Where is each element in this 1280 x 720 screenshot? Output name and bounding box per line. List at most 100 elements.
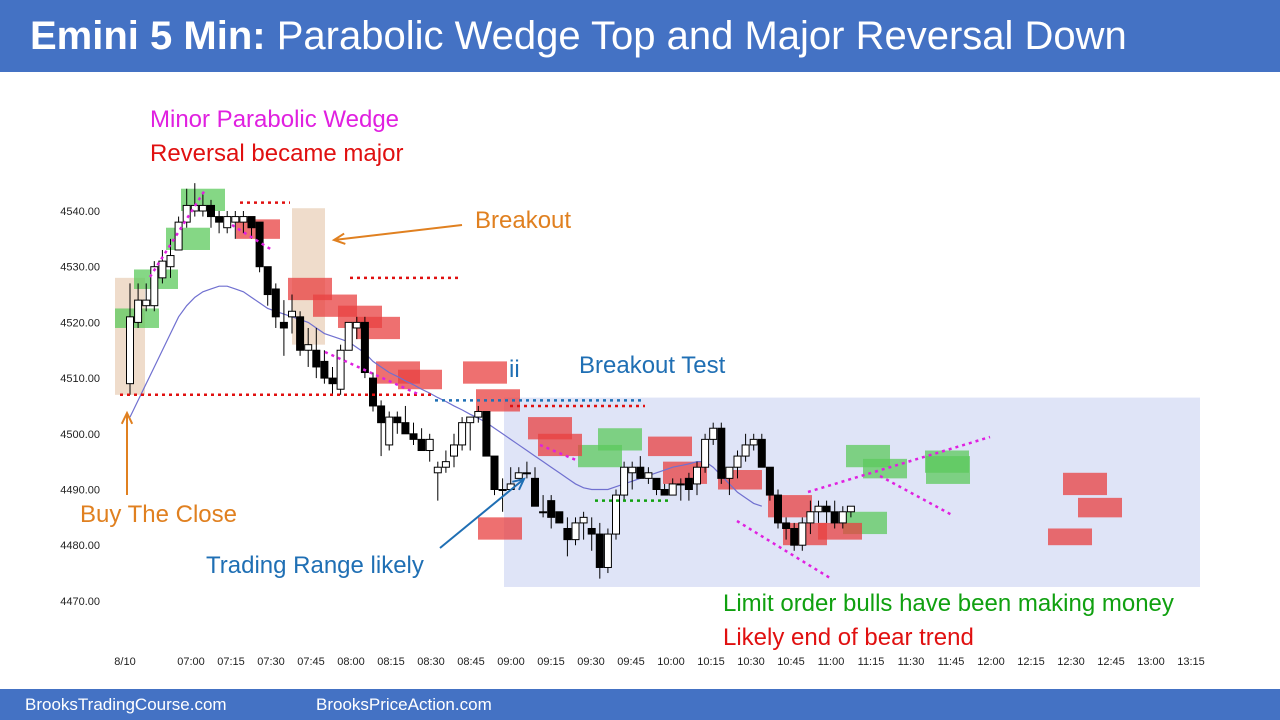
red-highlight-box (648, 436, 692, 457)
candle-body (263, 266, 272, 296)
breakout-test-label: Breakout Test (579, 352, 726, 379)
y-axis: 4540.00 4530.00 4520.00 4510.00 4500.00 4490.… (60, 206, 100, 608)
candle-body (401, 422, 410, 435)
candle-body (393, 416, 402, 424)
dotted-lines-group (120, 189, 991, 580)
breakout-arrow (331, 224, 463, 245)
candle-body (417, 438, 426, 452)
candles-group (126, 183, 855, 579)
candle-body (514, 472, 523, 479)
footer-right-link[interactable]: BrooksPriceAction.com (316, 695, 492, 714)
candle-body (725, 466, 734, 479)
red-highlight-box (1078, 497, 1122, 518)
candle-body (741, 444, 750, 457)
candle-body (620, 466, 629, 496)
candle-body (498, 489, 507, 491)
x-tick-label: 11:15 (858, 656, 885, 668)
candle-body (717, 427, 726, 479)
x-tick-label: 08:15 (377, 656, 405, 668)
candle-body (223, 216, 232, 229)
candle-body (126, 316, 134, 385)
arrow-shaft (439, 478, 525, 549)
candle-body (668, 483, 677, 496)
x-tick-label: 07:15 (217, 656, 245, 668)
candle-body (547, 500, 556, 518)
red-highlight-box (1048, 528, 1092, 546)
x-tick-label: 12:15 (1017, 656, 1045, 668)
y-tick-label: 4480.00 (60, 540, 100, 552)
candle-body (846, 505, 855, 513)
candle-body (458, 422, 467, 446)
candle-body (474, 411, 483, 418)
candle-body (490, 455, 499, 490)
candle-body (757, 438, 766, 468)
candle-body (271, 288, 280, 318)
candle-body (571, 522, 580, 541)
candle-body (182, 204, 191, 223)
candle-body (603, 533, 612, 568)
red-highlight-box (463, 361, 507, 384)
footer-left-link[interactable]: BrooksTradingCourse.com (25, 695, 227, 714)
trading-range-label: Trading Range likely (206, 552, 424, 579)
candle-body (806, 511, 815, 524)
x-tick-label: 07:00 (177, 656, 205, 668)
candle-body (522, 472, 531, 475)
candle-body (644, 472, 653, 479)
x-tick-label: 10:15 (697, 656, 725, 668)
candle-body (555, 511, 564, 524)
footer-bar: BrooksTradingCourse.com BrooksPriceActio… (0, 689, 1280, 720)
y-tick-label: 4470.00 (60, 596, 100, 608)
ema-line-group (129, 285, 762, 507)
wedge-up-line (148, 189, 207, 278)
x-axis: 8/10 07:00 07:15 07:30 07:45 08:00 08:15 08:30 0… (114, 656, 1204, 668)
candle-body (288, 310, 296, 318)
candle-body (531, 477, 539, 507)
x-tick-label: 10:30 (737, 656, 765, 668)
x-tick-label: 08:30 (417, 656, 445, 668)
candle-body (579, 516, 588, 524)
x-tick-label: 09:15 (537, 656, 565, 668)
green-highlight-box (926, 456, 970, 484)
arrow-head (120, 410, 134, 425)
candle-body (733, 455, 742, 468)
candle-body (822, 505, 831, 513)
x-tick-label: 11:00 (818, 656, 845, 668)
candle-body (166, 255, 175, 268)
y-tick-label: 4520.00 (60, 317, 100, 329)
candle-body (304, 344, 313, 351)
limit-bulls-label: Limit order bulls have been making money (723, 590, 1174, 617)
x-tick-label: 13:15 (1177, 656, 1205, 668)
candle-body (409, 433, 418, 440)
candle-body (425, 438, 434, 452)
red-highlight-box (398, 369, 442, 390)
arrow-shaft (333, 224, 463, 241)
candle-body (336, 349, 345, 390)
candle-body (838, 511, 847, 524)
candle-body (482, 411, 491, 457)
candle-body (749, 438, 758, 446)
candle-body (312, 349, 321, 368)
candle-body (150, 266, 159, 307)
arrows-group (120, 224, 526, 549)
candle-body (296, 316, 305, 351)
candle-body (628, 466, 637, 474)
candle-body (174, 221, 183, 251)
green-highlight-box (166, 227, 210, 250)
candle-body (539, 511, 548, 514)
y-tick-label: 4530.00 (60, 262, 100, 274)
candle-body (709, 427, 718, 440)
candle-body (765, 466, 774, 496)
red-highlight-box (478, 517, 522, 540)
candle-body (798, 522, 807, 546)
minor-wedge-label: Minor Parabolic Wedge (150, 106, 400, 133)
red-highlight-box (818, 522, 862, 540)
buy-close-label: Buy The Close (80, 501, 237, 528)
candle-body (782, 522, 791, 529)
candle-body (385, 416, 394, 446)
breakout-label: Breakout (475, 207, 572, 234)
candle-body (652, 477, 661, 490)
candle-body (328, 377, 337, 385)
candle-body (450, 444, 458, 457)
x-tick-label: 10:45 (777, 656, 805, 668)
y-tick-label: 4540.00 (60, 206, 100, 218)
